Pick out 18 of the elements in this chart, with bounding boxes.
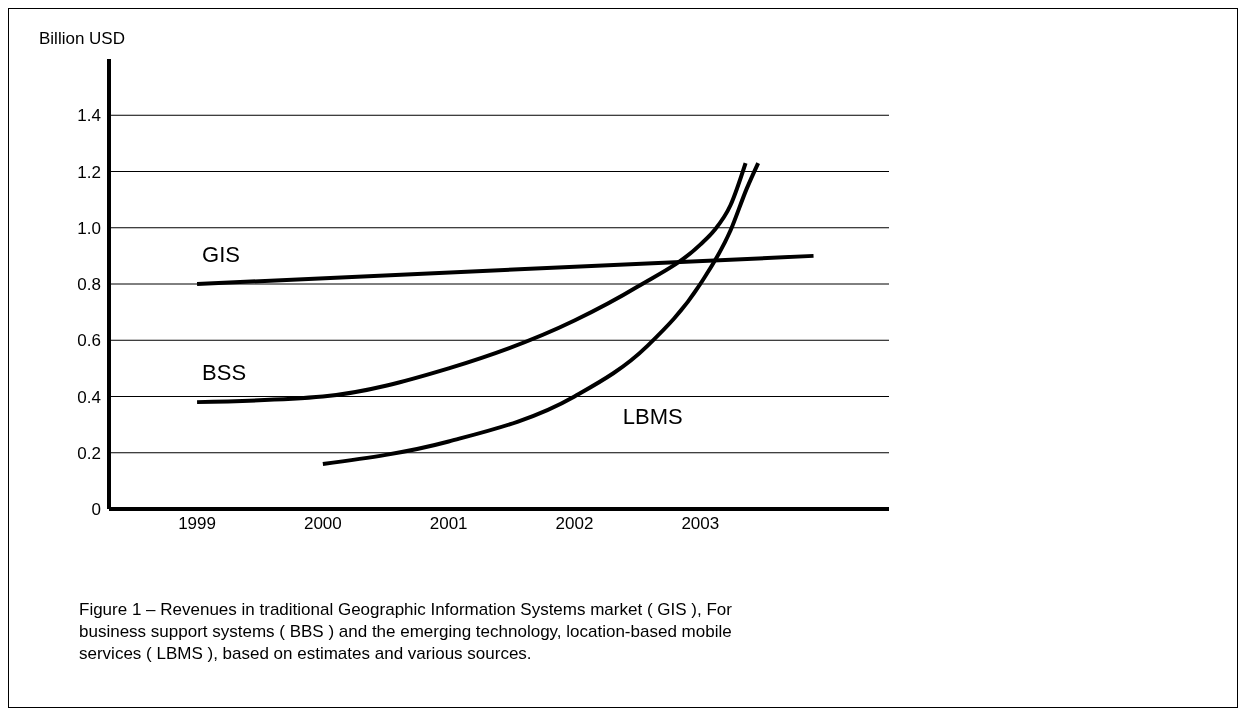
y-tick-label: 0.6	[77, 331, 101, 351]
x-tick-label: 2003	[681, 514, 720, 534]
y-tick-label: 0	[91, 500, 101, 520]
x-tick-label: 1999	[178, 514, 216, 534]
y-tick-label: 1.0	[77, 218, 101, 238]
y-tick-label: 1.4	[77, 106, 101, 126]
y-tick-label: 0.4	[77, 387, 101, 407]
x-tick-label: 2002	[555, 514, 594, 534]
x-tick-label: 2001	[429, 514, 468, 534]
x-tick-label: 2000	[303, 514, 342, 534]
y-tick-label: 0.2	[77, 443, 101, 463]
y-tick-label: 1.2	[77, 162, 101, 182]
series-label: LBMS	[622, 404, 683, 429]
series-label: GIS	[202, 242, 240, 267]
caption: Figure 1 – Revenues in traditional Geographic Information Systems market ( GIS ), For business support systems ( BBS ) and the emerging technology, location-based mobile services ( LBMS ), based on estimates and various sources.	[79, 599, 733, 665]
y-tick-label: 0.8	[77, 275, 101, 295]
series-label: BSS	[202, 360, 247, 386]
y-axis-title: Billion USD	[39, 29, 125, 49]
